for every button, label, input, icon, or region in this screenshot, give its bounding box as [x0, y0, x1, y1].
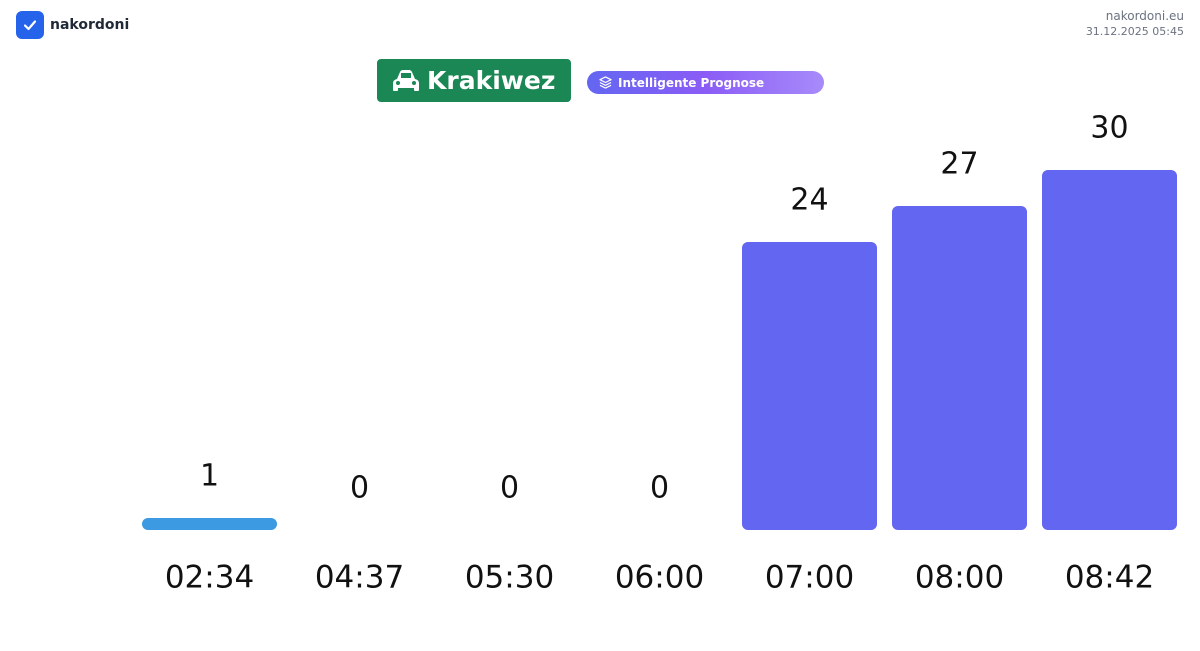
crossing-name: Krakiwez [427, 66, 556, 95]
x-tick-label: 04:37 [315, 560, 404, 596]
value-label: 27 [940, 147, 978, 182]
bar [892, 206, 1027, 530]
value-label: 0 [500, 471, 519, 506]
check-icon [23, 20, 37, 31]
x-tick-label: 06:00 [615, 560, 704, 596]
bar [742, 242, 877, 530]
site: nakordoni.eu [1105, 9, 1184, 23]
crossing-badge: Krakiwez [377, 59, 572, 102]
timestamp: 31.12.2025 05:45 [1085, 25, 1184, 38]
logo-text: nakordoni [50, 17, 130, 33]
x-tick-label: 05:30 [465, 560, 554, 596]
logo-icon [16, 11, 44, 39]
forecast-pill: Intelligente Prognose [587, 71, 824, 94]
value-label: 0 [650, 471, 669, 506]
value-label: 0 [350, 471, 369, 506]
value-label: 24 [790, 183, 828, 218]
x-tick-label: 02:34 [165, 560, 254, 596]
meta: nakordoni.eu 31.12.2025 05:45 [1086, 9, 1184, 38]
x-tick-label: 08:42 [1065, 560, 1154, 596]
layers-icon [599, 76, 612, 89]
car-icon [393, 69, 419, 91]
x-tick-label: 07:00 [765, 560, 854, 596]
logo[interactable]: nakordoni [16, 11, 129, 39]
value-label: 1 [200, 459, 219, 494]
x-tick-label: 08:00 [915, 560, 1004, 596]
forecast-label: Intelligente Prognose [618, 75, 765, 90]
bar [1042, 170, 1177, 530]
value-label: 30 [1090, 111, 1128, 146]
bar [142, 518, 277, 530]
